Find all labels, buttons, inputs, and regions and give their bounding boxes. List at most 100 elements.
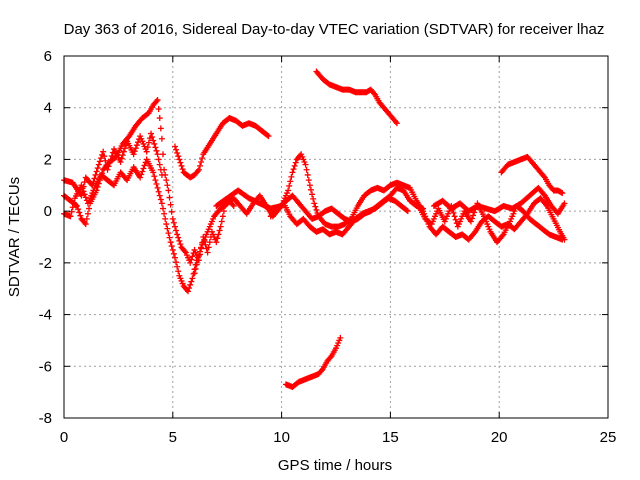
data-point [173,146,180,153]
data-point [289,169,296,176]
data-point [471,230,478,237]
data-point [187,281,194,288]
data-point [167,239,174,246]
data-point [175,268,182,275]
data-point [307,186,314,193]
data-segment [282,334,344,390]
data-point [187,259,194,266]
data-point [185,288,192,295]
data-point [194,168,201,175]
data-point [229,201,236,208]
data-point [68,208,75,215]
data-point [561,236,568,243]
data-point [168,208,175,215]
data-point [155,188,162,195]
data-point [305,177,312,184]
data-point [156,115,163,122]
y-axis-label: SDTVAR / TECUs [6,177,23,297]
y-tick-label: 6 [44,48,52,65]
data-point [392,118,399,125]
data-point [264,132,271,139]
data-point [92,171,99,178]
data-point [194,257,201,264]
data-point [540,191,547,198]
data-segment [420,195,568,243]
data-point [314,210,321,217]
data-point [97,173,104,180]
data-point [145,139,152,146]
data-point [94,165,101,172]
data-point [198,159,205,166]
data-point [288,173,295,180]
data-point [467,218,474,225]
data-point [96,158,103,165]
data-point [452,216,459,223]
data-point [82,194,89,201]
chart-title: Day 363 of 2016, Sidereal Day-to-day VTE… [64,21,605,38]
data-point [74,202,81,209]
data-point [166,234,173,241]
data-point [76,209,83,216]
data-point [78,182,85,189]
data-point [181,248,188,255]
data-point [96,177,103,184]
data-point [150,137,157,144]
data-point [164,225,171,232]
data-point [148,130,155,137]
data-point [195,252,202,259]
data-point [189,253,196,260]
data-point [141,162,148,169]
data-point [151,173,158,180]
data-point [561,200,568,207]
data-point [143,148,150,155]
data-point [540,173,547,180]
data-point [470,212,477,219]
data-point [199,155,206,162]
data-point [191,270,198,277]
data-point [197,248,203,255]
data-point [155,106,162,113]
data-point [117,159,124,166]
data-point [81,191,88,198]
data-point [140,165,147,172]
data-point [178,162,185,169]
data-point [197,162,203,169]
data-point [154,184,161,191]
data-point [176,237,183,244]
data-layer [61,68,568,390]
data-point [99,170,106,177]
y-tick-label: 2 [44,151,52,168]
data-point [157,125,164,132]
x-tick-label: 5 [169,429,177,446]
data-point [215,231,222,238]
data-point [217,223,224,230]
y-tick-label: -4 [39,307,52,324]
data-point [167,201,174,208]
data-point [169,215,176,222]
data-point [179,166,186,173]
data-point [170,250,177,257]
data-point [189,275,196,282]
plot-frame [63,55,609,419]
data-point [154,96,161,103]
data-point [393,120,400,127]
data-point [158,200,165,207]
data-point [166,194,173,201]
data-point [188,278,195,285]
data-point [286,182,293,189]
data-point [152,177,159,184]
data-point [153,147,160,154]
data-point [95,161,102,168]
data-point [499,232,506,239]
data-point [162,171,169,178]
data-point [303,166,310,173]
data-point [86,205,93,212]
grid-lines [64,56,608,418]
data-point [156,161,163,168]
data-point [177,241,184,248]
data-point [170,219,177,226]
data-point [97,155,104,162]
data-point [174,149,181,156]
data-point [144,144,151,151]
data-point [161,166,168,173]
